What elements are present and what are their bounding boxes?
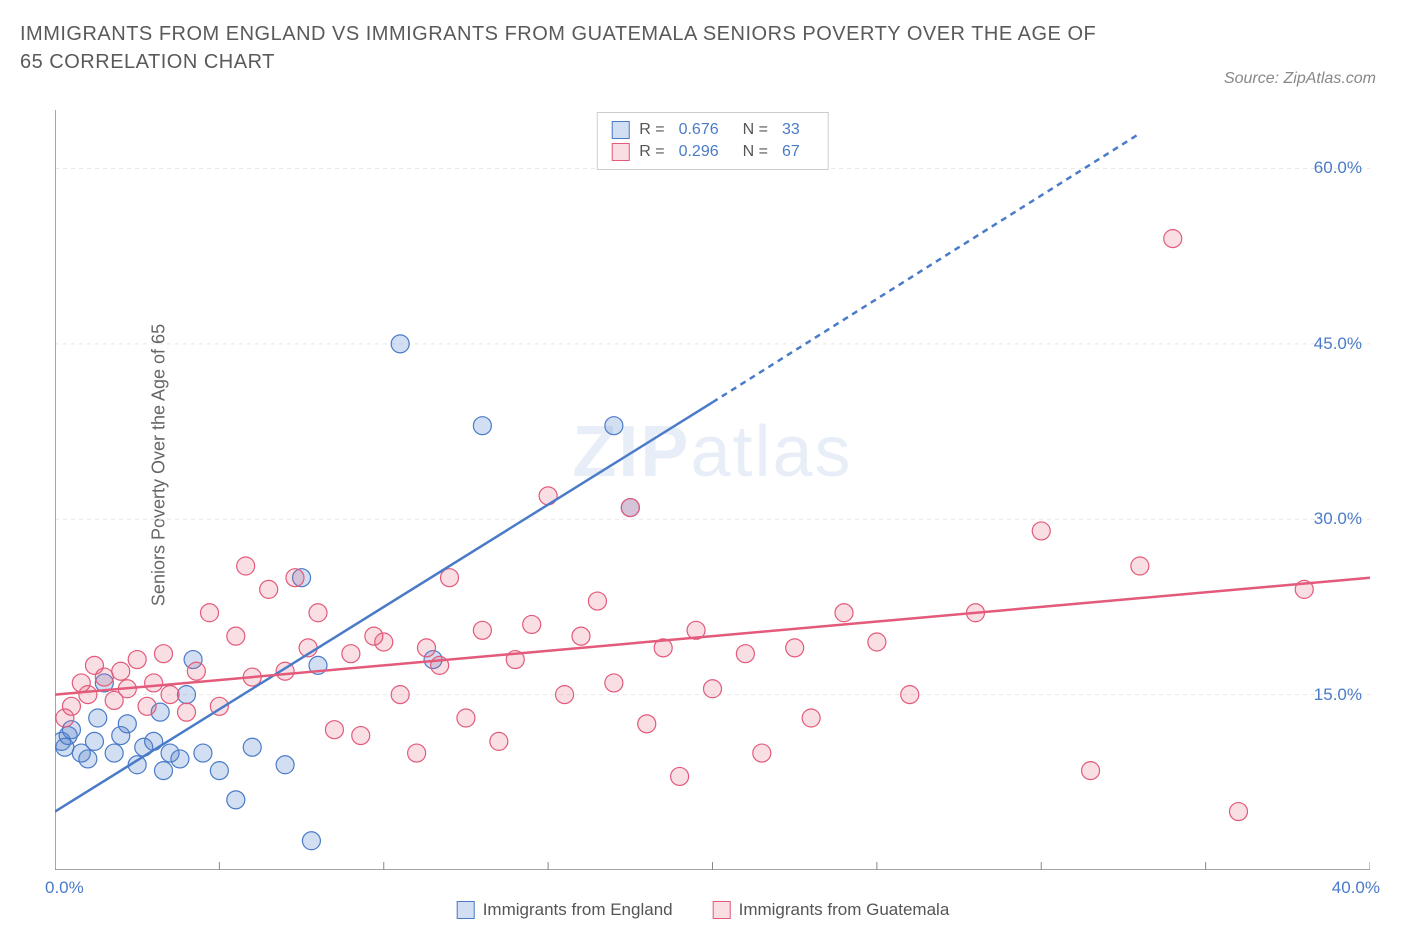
x-tick-start: 0.0% xyxy=(45,878,84,898)
swatch-guatemala xyxy=(713,901,731,919)
swatch-guatemala xyxy=(611,143,629,161)
swatch-england xyxy=(611,121,629,139)
legend-label-guatemala: Immigrants from Guatemala xyxy=(739,900,950,920)
chart-area: R = 0.676 N = 33 R = 0.296 N = 67 0.0% 4… xyxy=(55,110,1370,870)
legend-label-england: Immigrants from England xyxy=(483,900,673,920)
r-label: R = xyxy=(639,121,664,139)
series-legend: Immigrants from England Immigrants from … xyxy=(457,900,950,920)
x-tick-end: 40.0% xyxy=(1332,878,1380,898)
scatter-plot-svg xyxy=(55,110,1370,870)
r-label: R = xyxy=(639,143,664,161)
y-tick-label: 30.0% xyxy=(1314,509,1362,529)
legend-item-guatemala: Immigrants from Guatemala xyxy=(713,900,950,920)
chart-title: IMMIGRANTS FROM ENGLAND VS IMMIGRANTS FR… xyxy=(20,20,1120,76)
n-label: N = xyxy=(743,143,768,161)
y-tick-label: 45.0% xyxy=(1314,334,1362,354)
r-value-england: 0.676 xyxy=(679,121,719,139)
n-value-england: 33 xyxy=(782,121,800,139)
n-value-guatemala: 67 xyxy=(782,143,800,161)
r-value-guatemala: 0.296 xyxy=(679,143,719,161)
stats-row-england: R = 0.676 N = 33 xyxy=(611,119,814,141)
legend-item-england: Immigrants from England xyxy=(457,900,673,920)
swatch-england xyxy=(457,901,475,919)
stats-legend: R = 0.676 N = 33 R = 0.296 N = 67 xyxy=(596,112,829,170)
stats-row-guatemala: R = 0.296 N = 67 xyxy=(611,141,814,163)
source-attribution: Source: ZipAtlas.com xyxy=(1224,70,1376,88)
y-tick-label: 15.0% xyxy=(1314,685,1362,705)
y-tick-label: 60.0% xyxy=(1314,158,1362,178)
n-label: N = xyxy=(743,121,768,139)
